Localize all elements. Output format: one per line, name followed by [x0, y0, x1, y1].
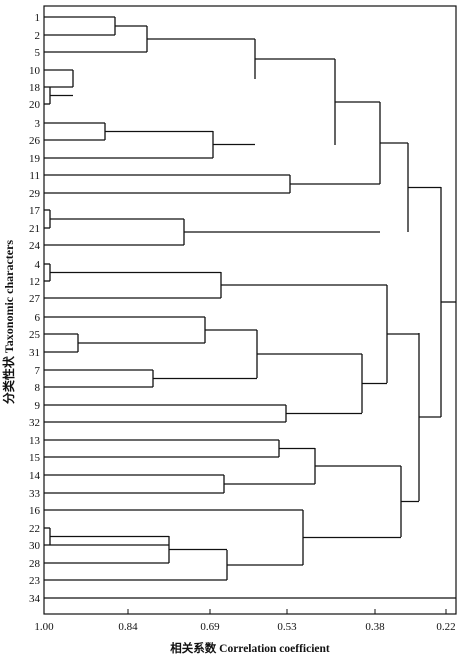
- plot-frame: [43, 5, 457, 615]
- leaf-label: 24: [29, 240, 41, 252]
- leaf-label: 33: [29, 488, 41, 500]
- leaf-label: 2: [35, 30, 41, 42]
- leaf-label: 29: [29, 188, 41, 200]
- leaf-label: 32: [29, 417, 40, 429]
- leaf-label: 31: [29, 347, 40, 359]
- leaf-label: 19: [29, 153, 41, 165]
- leaf-label: 12: [29, 276, 40, 288]
- leaf-label: 1: [35, 12, 41, 24]
- x-axis-title: 相关系数 Correlation coefficient: [170, 641, 330, 655]
- leaf-label: 10: [29, 65, 41, 77]
- leaf-label: 34: [29, 593, 41, 605]
- x-tick-label: 1.00: [34, 621, 54, 633]
- leaf-label: 8: [35, 382, 41, 394]
- x-tick-label: 0.69: [200, 621, 220, 633]
- leaf-label: 3: [35, 118, 41, 130]
- leaf-label: 20: [29, 99, 41, 111]
- leaf-label: 4: [35, 259, 41, 271]
- leaf-label: 7: [35, 365, 41, 377]
- leaf-labels: 1251018203261911291721244122762531789321…: [29, 12, 41, 605]
- leaf-label: 30: [29, 540, 41, 552]
- leaf-label: 9: [35, 400, 41, 412]
- leaf-label: 25: [29, 329, 41, 341]
- leaf-label: 28: [29, 558, 41, 570]
- leaf-label: 11: [29, 170, 40, 182]
- leaf-label: 6: [35, 312, 41, 324]
- x-tick-label: 0.22: [436, 621, 455, 633]
- x-tick-label: 0.84: [118, 621, 138, 633]
- y-axis-title: 分类性状 Taxonomic characters: [1, 240, 16, 405]
- x-tick-label: 0.38: [365, 621, 385, 633]
- dendrogram-links: [44, 16, 456, 599]
- leaf-label: 13: [29, 435, 41, 447]
- x-axis-ticks: 1.00 0.84 0.69 0.53 0.38 0.22: [34, 609, 456, 633]
- leaf-label: 14: [29, 470, 41, 482]
- leaf-label: 17: [29, 205, 41, 217]
- leaf-label: 15: [29, 452, 41, 464]
- leaf-label: 26: [29, 135, 41, 147]
- leaf-label: 23: [29, 575, 41, 587]
- x-tick-label: 0.53: [277, 621, 297, 633]
- leaf-label: 27: [29, 293, 41, 305]
- leaf-label: 5: [35, 47, 41, 59]
- leaf-label: 21: [29, 223, 40, 235]
- leaf-label: 22: [29, 523, 40, 535]
- leaf-label: 18: [29, 82, 41, 94]
- leaf-label: 16: [29, 505, 41, 517]
